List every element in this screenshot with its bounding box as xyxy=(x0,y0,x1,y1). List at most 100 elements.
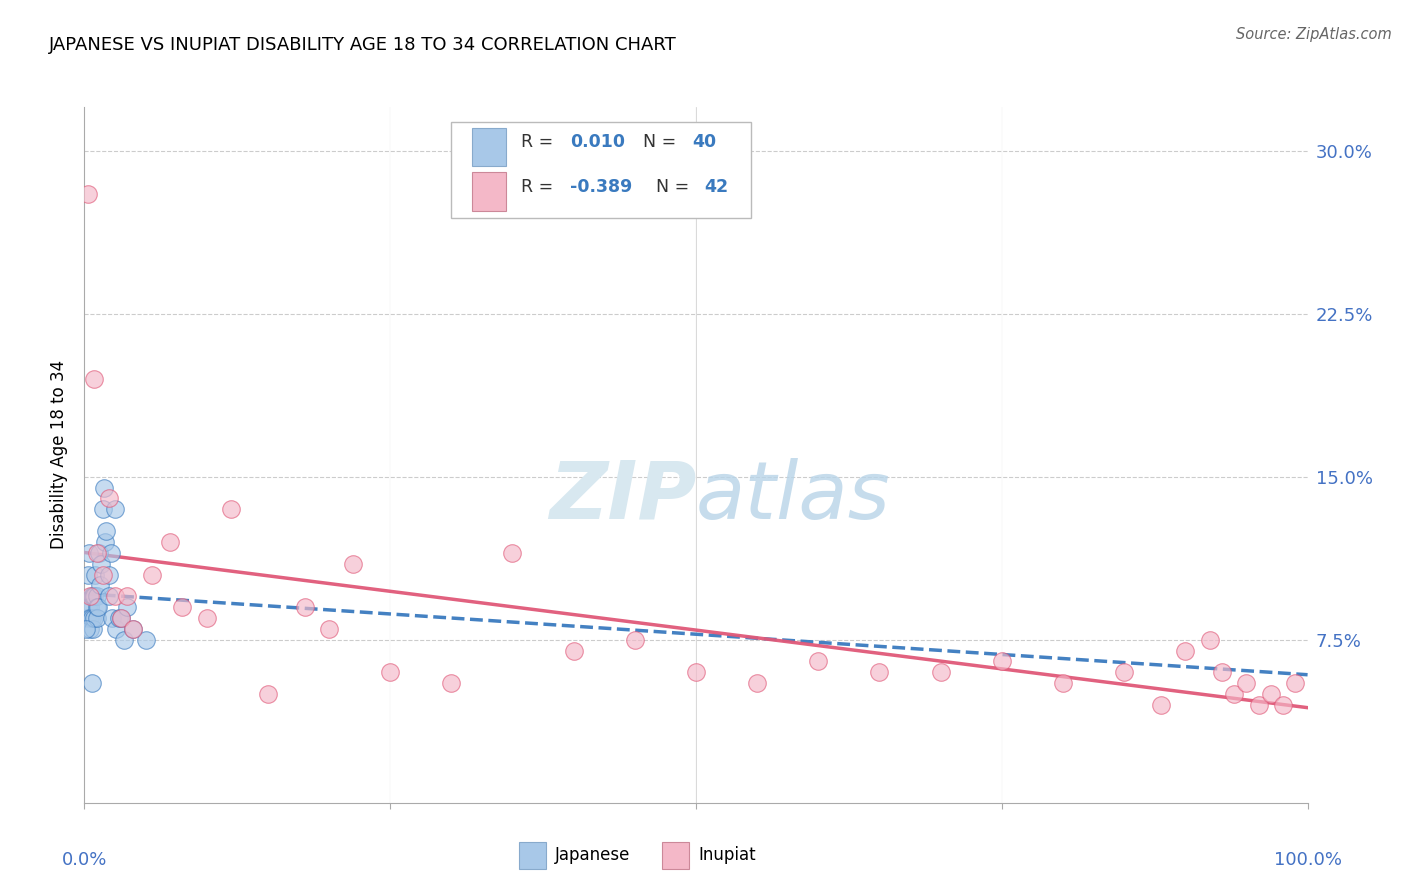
FancyBboxPatch shape xyxy=(662,842,689,869)
Point xyxy=(97,491,120,506)
Point xyxy=(87,546,110,560)
Text: JAPANESE VS INUPIAT DISABILITY AGE 18 TO 34 CORRELATION CHART: JAPANESE VS INUPIAT DISABILITY AGE 18 TO… xyxy=(49,36,676,54)
Text: 40: 40 xyxy=(692,134,717,152)
Point xyxy=(318,622,340,636)
Point xyxy=(1236,676,1258,690)
Point xyxy=(80,589,103,603)
Text: 100.0%: 100.0% xyxy=(1274,851,1341,869)
Text: N =: N = xyxy=(644,134,682,152)
Point xyxy=(342,557,364,571)
Point xyxy=(90,557,112,571)
Text: Japanese: Japanese xyxy=(555,846,631,864)
FancyBboxPatch shape xyxy=(519,842,546,869)
Point xyxy=(86,546,108,560)
Point xyxy=(159,535,181,549)
Point xyxy=(79,622,101,636)
Point xyxy=(294,600,316,615)
Text: 0.010: 0.010 xyxy=(569,134,626,152)
Point xyxy=(1150,698,1173,712)
Point xyxy=(83,611,105,625)
Point xyxy=(195,611,218,625)
Point xyxy=(80,676,103,690)
Point xyxy=(75,622,97,636)
Point xyxy=(104,502,127,516)
Point xyxy=(122,622,145,636)
Point xyxy=(96,524,118,538)
Point xyxy=(77,567,100,582)
Point xyxy=(105,622,128,636)
Point xyxy=(440,676,463,690)
Point xyxy=(219,502,242,516)
Point xyxy=(1260,687,1282,701)
Point xyxy=(380,665,402,680)
Text: atlas: atlas xyxy=(696,458,891,536)
Point xyxy=(84,567,107,582)
Point xyxy=(110,611,132,625)
Point xyxy=(79,589,101,603)
Point xyxy=(562,643,585,657)
Point xyxy=(502,546,524,560)
Point xyxy=(80,611,103,625)
Text: 0.0%: 0.0% xyxy=(62,851,107,869)
Point xyxy=(86,611,108,625)
Point xyxy=(77,187,100,202)
Point xyxy=(89,578,111,592)
Point xyxy=(624,632,647,647)
Point xyxy=(115,589,138,603)
Point xyxy=(115,600,138,615)
Point xyxy=(1247,698,1270,712)
Point xyxy=(91,567,114,582)
Point xyxy=(112,632,135,647)
Point xyxy=(76,611,98,625)
Point xyxy=(141,567,163,582)
FancyBboxPatch shape xyxy=(472,172,506,211)
Point xyxy=(79,611,101,625)
Point xyxy=(77,600,100,615)
Point xyxy=(122,622,145,636)
Point xyxy=(79,600,101,615)
Point xyxy=(87,600,110,615)
Point xyxy=(91,502,114,516)
Point xyxy=(86,600,108,615)
Text: R =: R = xyxy=(522,178,558,196)
Point xyxy=(104,589,127,603)
Text: Inupiat: Inupiat xyxy=(699,846,756,864)
Point xyxy=(100,546,122,560)
Point xyxy=(77,611,100,625)
Point xyxy=(1114,665,1136,680)
Point xyxy=(97,589,120,603)
Point xyxy=(747,676,769,690)
Point xyxy=(1284,676,1306,690)
Point xyxy=(929,665,952,680)
Point xyxy=(1272,698,1295,712)
Text: N =: N = xyxy=(655,178,695,196)
Point xyxy=(93,481,115,495)
Point xyxy=(1174,643,1197,657)
FancyBboxPatch shape xyxy=(472,128,506,166)
Point xyxy=(991,655,1014,669)
Point xyxy=(94,535,117,549)
Point xyxy=(135,632,157,647)
Y-axis label: Disability Age 18 to 34: Disability Age 18 to 34 xyxy=(51,360,69,549)
Point xyxy=(82,589,104,603)
Point xyxy=(1223,687,1246,701)
Point xyxy=(257,687,280,701)
Text: R =: R = xyxy=(522,134,558,152)
FancyBboxPatch shape xyxy=(451,122,751,219)
Point xyxy=(172,600,194,615)
Point xyxy=(807,655,830,669)
Point xyxy=(97,567,120,582)
Point xyxy=(1211,665,1233,680)
Point xyxy=(83,589,105,603)
Point xyxy=(83,372,105,386)
Text: ZIP: ZIP xyxy=(548,458,696,536)
Point xyxy=(101,611,124,625)
Point xyxy=(82,622,104,636)
Point xyxy=(685,665,707,680)
Point xyxy=(107,611,129,625)
Text: Source: ZipAtlas.com: Source: ZipAtlas.com xyxy=(1236,27,1392,42)
Point xyxy=(86,589,108,603)
Point xyxy=(110,611,132,625)
Point xyxy=(869,665,891,680)
Text: -0.389: -0.389 xyxy=(569,178,633,196)
